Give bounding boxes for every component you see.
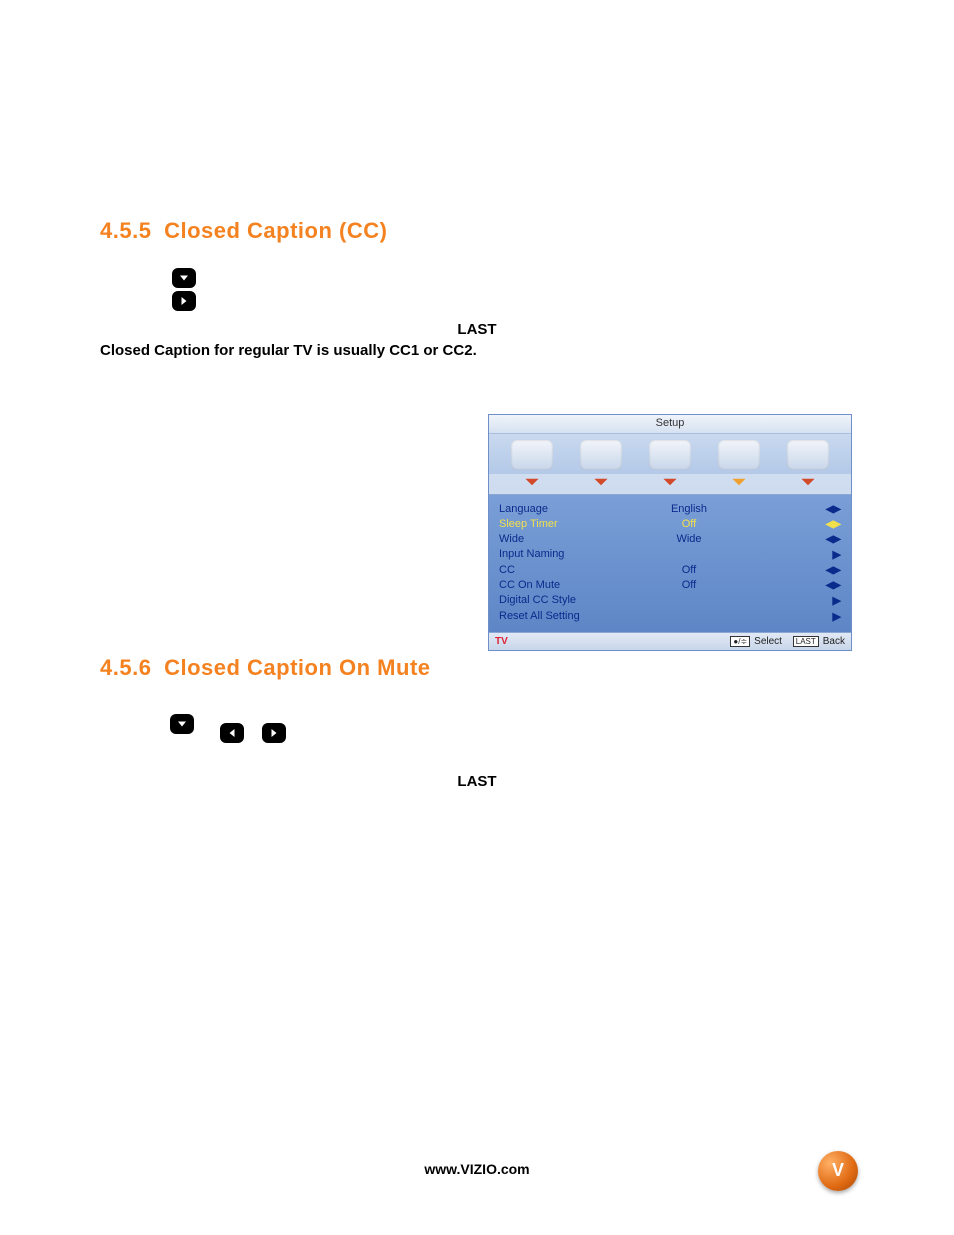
osd-row-sleep-timer: Sleep Timer Off ◀▶: [499, 516, 843, 531]
nav-icons-col: [170, 268, 198, 311]
osd-label: Language: [499, 503, 639, 515]
last-key-label: LAST: [100, 321, 854, 338]
osd-row-cc: CC Off ◀▶: [499, 562, 843, 577]
footer-url: www.VIZIO.com: [0, 1161, 954, 1177]
osd-arrows-row: [489, 474, 851, 495]
section-title: Closed Caption On Mute: [164, 655, 430, 680]
osd-ctrl: ◀▶: [739, 564, 843, 576]
brand-badge: V: [818, 1151, 858, 1191]
setup-icon: [718, 440, 760, 470]
osd-ctrl: ▶: [739, 594, 843, 607]
osd-footer: TV ●/≑ Select LAST Back: [489, 632, 851, 650]
select-label: Select: [754, 636, 782, 647]
tab-arrow-3: [659, 476, 681, 488]
cc-note: Closed Caption for regular TV is usually…: [100, 342, 854, 359]
osd-value: Wide: [639, 533, 739, 545]
osd-row-wide: Wide Wide ◀▶: [499, 531, 843, 546]
osd-label: Reset All Setting: [499, 610, 639, 622]
osd-value: Off: [639, 579, 739, 591]
osd-ctrl: ◀▶: [739, 579, 843, 591]
section-number: 4.5.5: [100, 218, 151, 243]
brand-letter: V: [832, 1160, 844, 1181]
section-title: Closed Caption (CC): [164, 218, 387, 243]
osd-ctrl: ◀▶: [739, 533, 843, 545]
down-arrow-icon: [172, 268, 196, 288]
osd-value: English: [639, 503, 739, 515]
left-arrow-icon: [220, 723, 244, 743]
tab-arrow-5: [797, 476, 819, 488]
right-arrow-icon: [172, 291, 196, 311]
osd-row-input-naming: Input Naming ▶: [499, 546, 843, 562]
osd-label: Digital CC Style: [499, 594, 639, 606]
osd-ctrl: ◀▶: [739, 518, 843, 530]
osd-icon-row: [489, 434, 851, 474]
section-cc-on-mute: 4.5.6 Closed Caption On Mute LAST: [100, 655, 854, 790]
osd-label: Wide: [499, 533, 639, 545]
osd-body: Language English ◀▶ Sleep Timer Off ◀▶ W…: [489, 495, 851, 632]
down-arrow-icon: [170, 714, 194, 734]
back-label: Back: [823, 636, 845, 647]
osd-row-digital-cc-style: Digital CC Style ▶: [499, 592, 843, 608]
osd-row-reset-all: Reset All Setting ▶: [499, 608, 843, 624]
tuner-icon: [649, 440, 691, 470]
section-number: 4.5.6: [100, 655, 151, 680]
right-arrow-icon: [262, 723, 286, 743]
osd-label: Input Naming: [499, 548, 639, 560]
section-heading-cc: 4.5.5 Closed Caption (CC): [100, 218, 854, 244]
osd-ctrl: ▶: [739, 610, 843, 623]
tab-arrow-1: [521, 476, 543, 488]
osd-setup-panel: Setup Language English ◀▶ Sleep Timer Of…: [488, 414, 852, 651]
osd-value: Off: [639, 518, 739, 530]
osd-ctrl: ▶: [739, 548, 843, 561]
tab-arrow-2: [590, 476, 612, 488]
osd-label: CC On Mute: [499, 579, 639, 591]
osd-row-language: Language English ◀▶: [499, 501, 843, 516]
osd-title: Setup: [489, 415, 851, 434]
osd-label: Sleep Timer: [499, 518, 639, 530]
osd-ctrl: ◀▶: [739, 503, 843, 515]
key-last-icon: LAST: [793, 636, 819, 647]
picture-icon: [511, 440, 553, 470]
osd-value: Off: [639, 564, 739, 576]
tab-arrow-4: [728, 476, 750, 488]
audio-icon: [580, 440, 622, 470]
page: 4.5.5 Closed Caption (CC) LAST Closed Ca…: [0, 0, 954, 1235]
parental-icon: [787, 440, 829, 470]
osd-hint-select: ●/≑ Select LAST Back: [730, 636, 845, 647]
osd-row-cc-on-mute: CC On Mute Off ◀▶: [499, 577, 843, 592]
nav-icons-row: [170, 705, 854, 743]
osd-label: CC: [499, 564, 639, 576]
last-key-label: LAST: [100, 773, 854, 790]
section-heading-cc-mute: 4.5.6 Closed Caption On Mute: [100, 655, 854, 681]
osd-source: TV: [495, 636, 730, 647]
key-select-icon: ●/≑: [730, 636, 750, 647]
